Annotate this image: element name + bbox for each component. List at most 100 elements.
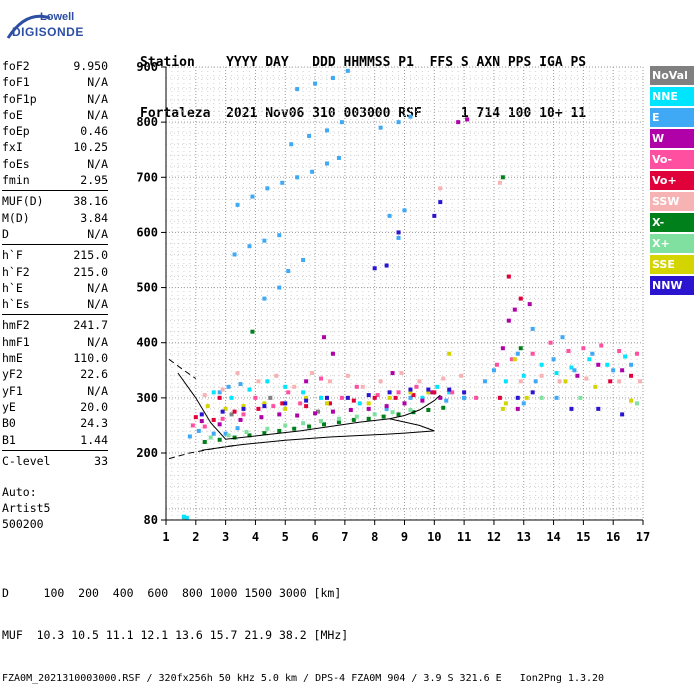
data-point	[572, 368, 577, 373]
param-value: 110.0	[73, 351, 108, 366]
data-point	[271, 404, 276, 409]
data-point	[563, 379, 568, 384]
data-point	[286, 269, 291, 274]
param-row: B1 1.44	[2, 432, 108, 448]
data-point	[283, 406, 288, 411]
data-point	[295, 87, 300, 92]
param-row: h`F2 215.0	[2, 264, 108, 280]
data-point	[581, 346, 586, 351]
param-value: 2.95	[80, 173, 108, 188]
data-point	[330, 409, 335, 414]
data-point	[354, 384, 359, 389]
x-tick-label: 16	[606, 530, 620, 544]
y-tick-label: 300	[136, 391, 158, 405]
data-point	[232, 435, 237, 440]
x-tick-label: 7	[341, 530, 348, 544]
data-point	[438, 395, 443, 400]
data-point	[262, 401, 267, 406]
y-tick-label: 500	[136, 281, 158, 295]
param-value: 0.46	[80, 124, 108, 139]
data-point	[515, 406, 520, 411]
data-point	[491, 368, 496, 373]
data-point	[387, 390, 392, 395]
param-label: foEp	[2, 124, 30, 139]
data-point	[408, 407, 413, 412]
data-point	[322, 335, 327, 340]
param-label: h`F	[2, 248, 23, 263]
chart-grid	[165, 66, 644, 521]
data-point	[417, 379, 422, 384]
data-point	[366, 401, 371, 406]
data-point	[256, 379, 261, 384]
data-point	[262, 404, 267, 409]
data-point	[193, 415, 198, 420]
data-point	[569, 406, 574, 411]
data-point	[307, 133, 312, 138]
data-point	[551, 357, 556, 362]
param-label: yE	[2, 399, 16, 414]
data-point	[235, 371, 240, 376]
data-point	[450, 390, 455, 395]
data-point	[521, 401, 526, 406]
data-point	[584, 376, 589, 381]
param-row: foF1p N/A	[2, 91, 108, 107]
param-label: B0	[2, 416, 16, 431]
param-value: 3.84	[80, 210, 108, 225]
data-point	[384, 404, 389, 409]
header-line1: Station YYYY DAY DDD HHMMSS P1 FFS S AXN…	[140, 55, 587, 70]
data-point	[187, 434, 192, 439]
param-row: hmF2 241.7	[2, 317, 108, 333]
data-point	[497, 180, 502, 185]
data-point	[447, 387, 452, 392]
param-label: h`E	[2, 280, 23, 295]
data-point	[387, 213, 392, 218]
data-point	[235, 202, 240, 207]
data-point	[217, 390, 222, 395]
data-point	[494, 362, 499, 367]
param-value: 215.0	[73, 264, 108, 279]
data-point	[426, 407, 431, 412]
logo-line1: Lowell	[40, 11, 75, 23]
data-point	[396, 390, 401, 395]
data-point	[515, 395, 520, 400]
data-point	[277, 412, 282, 417]
data-point	[319, 419, 324, 424]
y-tick-label: 80	[144, 513, 158, 527]
x-tick-label: 12	[487, 530, 501, 544]
footer-muf-row: MUF 10.3 10.5 11.1 12.1 13.6 15.7 21.9 3…	[2, 628, 349, 642]
data-point	[384, 263, 389, 268]
data-point	[223, 431, 228, 436]
param-label: hmF2	[2, 318, 30, 333]
data-point	[429, 390, 434, 395]
param-row: foF1 N/A	[2, 74, 108, 90]
data-point	[298, 401, 303, 406]
data-point	[330, 76, 335, 81]
data-point	[518, 296, 523, 301]
data-point	[262, 431, 267, 436]
data-point	[629, 398, 634, 403]
data-point	[462, 395, 467, 400]
data-point	[512, 307, 517, 312]
param-label: foF2	[2, 59, 30, 73]
data-point	[396, 120, 401, 125]
param-value: N/A	[87, 107, 108, 122]
param-row: yF1 N/A	[2, 383, 108, 399]
data-point	[617, 348, 622, 353]
param-row: C-level 33	[2, 453, 108, 469]
data-point	[327, 401, 332, 406]
param-value: 241.7	[73, 318, 108, 333]
param-separator	[2, 190, 108, 192]
data-point	[211, 417, 216, 422]
data-point	[336, 155, 341, 160]
y-tick-label: 200	[136, 446, 158, 460]
param-row: fxI 10.25	[2, 139, 108, 155]
param-label: MUF(D)	[2, 194, 44, 209]
data-point	[345, 68, 350, 73]
data-point	[447, 351, 452, 356]
data-point	[330, 351, 335, 356]
data-point	[208, 435, 213, 440]
data-point	[557, 379, 562, 384]
x-tick-label: 15	[576, 530, 590, 544]
data-point	[345, 395, 350, 400]
data-point	[310, 371, 315, 376]
